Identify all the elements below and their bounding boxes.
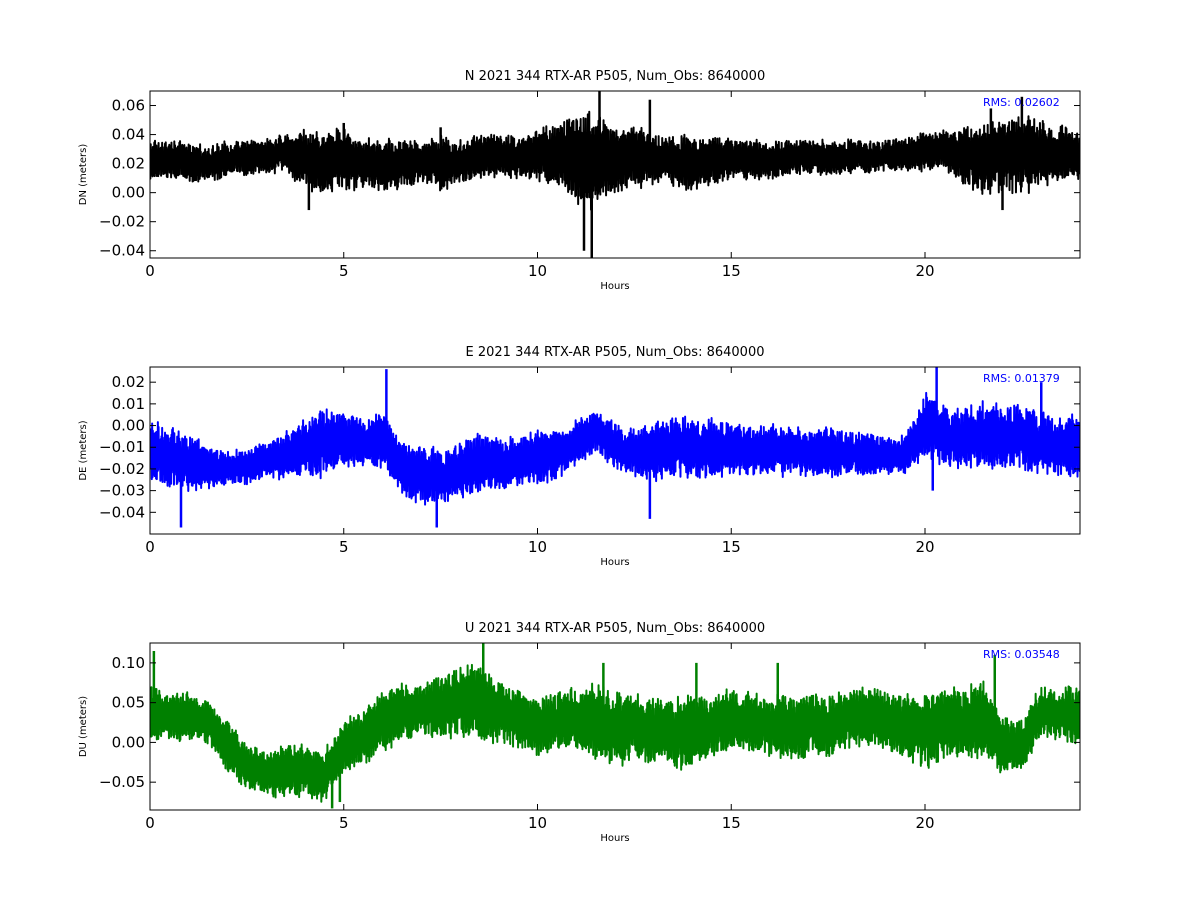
- y-tick-label: −0.03: [99, 482, 145, 500]
- y-axis-label: DE (meters): [78, 420, 89, 480]
- y-tick-label: −0.01: [99, 438, 145, 456]
- x-tick-label: 20: [915, 262, 934, 280]
- y-tick-label: 0.04: [112, 126, 145, 144]
- panel-east: 0 5 10 15 20 −0.04 −0.03 −0.02 −0.01 0.00 0.01 0.02…: [78, 345, 1081, 568]
- y-tick-label: −0.02: [99, 460, 145, 478]
- x-tick-label: 10: [528, 262, 547, 280]
- x-axis-label: Hours: [600, 281, 629, 292]
- y-axis-label: DN (meters): [78, 144, 89, 206]
- y-axis-label: DU (meters): [78, 696, 89, 757]
- y-tick-label: 0.01: [112, 395, 145, 413]
- y-tick-label: 0.02: [112, 373, 145, 391]
- x-axis-label: Hours: [600, 557, 629, 568]
- y-tick-label: −0.02: [99, 213, 145, 231]
- y-tick-label: 0.05: [112, 694, 145, 712]
- y-tick-label: 0.00: [112, 417, 145, 435]
- x-axis-label: Hours: [600, 833, 629, 844]
- panel-title: E 2021 344 RTX-AR P505, Num_Obs: 8640000: [466, 345, 765, 360]
- series-line: [150, 663, 1080, 803]
- x-tick-label: 15: [722, 538, 741, 556]
- x-tick-label: 0: [145, 814, 155, 832]
- x-tick-label: 15: [722, 262, 741, 280]
- x-tick-label: 20: [915, 538, 934, 556]
- axes-frame: [149, 642, 1081, 811]
- series-line: [150, 110, 1080, 211]
- y-tick-label: 0.02: [112, 155, 145, 173]
- y-tick-label: 0.06: [112, 97, 145, 115]
- series-line: [150, 391, 1080, 506]
- x-tick-label: 20: [915, 814, 934, 832]
- x-tick-label: 5: [339, 262, 349, 280]
- y-tick-label: −0.05: [99, 773, 145, 791]
- y-tick-label: 0.00: [112, 733, 145, 751]
- axes-frame: [149, 366, 1081, 535]
- x-tick-label: 10: [528, 538, 547, 556]
- x-tick-label: 0: [145, 262, 155, 280]
- panel-north: 0 5 10 15 20 −0.04 −0.02 0.00 0.02 0.04 0.06 N 2021…: [78, 69, 1081, 292]
- x-tick-label: 5: [339, 814, 349, 832]
- panel-title: N 2021 344 RTX-AR P505, Num_Obs: 8640000: [465, 69, 765, 84]
- rms-annotation: RMS: 0.03548: [983, 648, 1060, 661]
- x-tick-label: 5: [339, 538, 349, 556]
- x-tick-label: 15: [722, 814, 741, 832]
- y-tick-label: −0.04: [99, 242, 145, 260]
- panel-title: U 2021 344 RTX-AR P505, Num_Obs: 8640000: [465, 621, 765, 636]
- y-tick-label: 0.00: [112, 184, 145, 202]
- y-tick-label: −0.04: [99, 503, 145, 521]
- rms-annotation: RMS: 0.02602: [983, 96, 1060, 109]
- axes-frame: [149, 90, 1081, 259]
- x-tick-label: 0: [145, 538, 155, 556]
- rms-annotation: RMS: 0.01379: [983, 372, 1060, 385]
- x-tick-label: 10: [528, 814, 547, 832]
- panel-up: 0 5 10 15 20 −0.05 0.00 0.05 0.10 U 2021 344 RTX-…: [78, 621, 1081, 844]
- y-tick-label: 0.10: [112, 654, 145, 672]
